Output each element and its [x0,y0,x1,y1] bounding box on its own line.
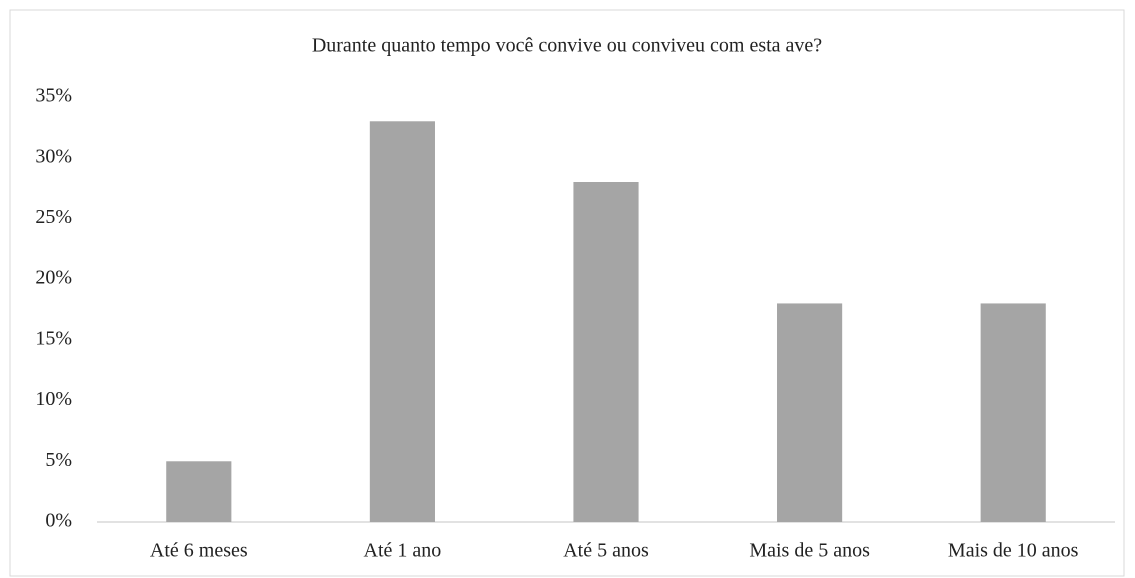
y-tick-label: 5% [45,449,72,471]
bar [573,182,639,522]
y-tick-label: 20% [35,267,72,289]
y-tick-label: 30% [35,145,72,167]
x-tick-label: Mais de 5 anos [749,540,870,562]
y-tick-label: 35% [35,85,72,107]
y-tick-label: 10% [35,388,72,410]
x-tick-label: Até 5 anos [563,540,649,562]
y-tick-label: 0% [45,510,72,532]
x-tick-label: Até 6 meses [150,540,248,562]
bar [980,303,1046,522]
chart-title: Durante quanto tempo você convive ou con… [312,35,822,57]
x-tick-label: Mais de 10 anos [948,540,1079,562]
bar [166,461,232,522]
x-tick-label: Até 1 ano [364,540,442,562]
bar [777,303,843,522]
y-tick-label: 25% [35,206,72,228]
bar [369,121,435,523]
y-tick-label: 15% [35,327,72,349]
